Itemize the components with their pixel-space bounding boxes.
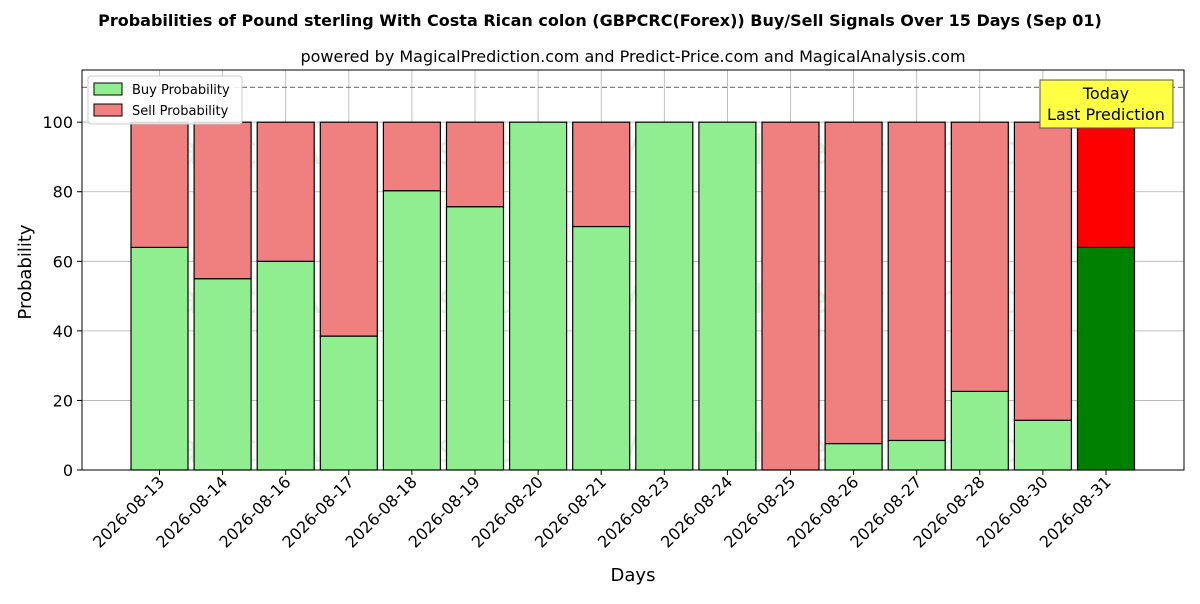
bar-buy (698, 121, 757, 471)
axes-frame (81, 69, 1185, 471)
bar-sell (256, 121, 315, 262)
annotation-box (1039, 79, 1174, 129)
bar-buy (635, 121, 694, 471)
y-axis-label: Probability (15, 224, 36, 319)
chart-subtitle: powered by MagicalPrediction.com and Pre… (300, 47, 965, 66)
bar-layer (130, 121, 1136, 471)
bar-sell (382, 121, 441, 192)
legend-label-buy: Buy Probability (132, 83, 230, 98)
bar-buy (130, 246, 189, 471)
legend-box (87, 75, 243, 125)
bar-sell (1013, 121, 1073, 421)
bar-buy (382, 190, 441, 471)
bar-buy (572, 225, 631, 471)
chart-title: Probabilities of Pound sterling With Cos… (98, 11, 1102, 30)
bar-sell (572, 121, 631, 228)
y-tick-label: 40 (53, 322, 73, 341)
bar-buy (193, 278, 252, 471)
y-tick-label: 60 (53, 252, 73, 271)
bar-buy (319, 335, 378, 471)
legend-swatch-sell (93, 103, 123, 117)
bar-buy (256, 260, 315, 471)
bar-sell (950, 121, 1009, 392)
annotation-line2: Last Prediction (1047, 105, 1165, 124)
bar-sell (130, 121, 189, 248)
bar-sell (887, 121, 946, 442)
bar-buy (1076, 246, 1136, 471)
legend: Buy Probability Sell Probability (87, 75, 243, 125)
bar-sell (445, 121, 505, 208)
bar-sell (761, 121, 820, 471)
legend-swatch-buy (93, 82, 123, 96)
y-tick-label: 0 (63, 461, 73, 480)
bar-sell (1076, 121, 1136, 248)
bar-sell (824, 121, 883, 445)
bar-buy (824, 442, 883, 471)
bar-buy (509, 121, 568, 471)
bar-sell (193, 121, 252, 280)
bar-buy (445, 206, 505, 471)
y-tick-label: 80 (53, 183, 73, 202)
today-annotation: Today Last Prediction (1039, 79, 1174, 129)
bar-sell (319, 121, 378, 337)
bar-buy (887, 439, 946, 471)
x-axis-label: Days (611, 565, 656, 586)
y-tick-label: 100 (42, 113, 73, 132)
bar-buy (1013, 419, 1073, 471)
bar-buy (950, 390, 1009, 471)
y-tick-label: 20 (53, 391, 73, 410)
legend-label-sell: Sell Probability (132, 104, 229, 119)
annotation-line1: Today (1082, 84, 1129, 103)
